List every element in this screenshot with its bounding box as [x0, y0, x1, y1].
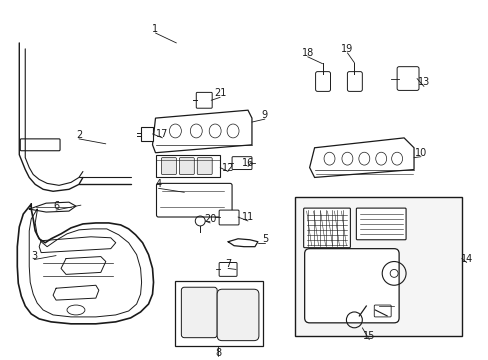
FancyBboxPatch shape: [356, 208, 405, 240]
FancyBboxPatch shape: [219, 210, 239, 225]
Text: 20: 20: [203, 214, 216, 224]
FancyBboxPatch shape: [217, 289, 258, 341]
FancyBboxPatch shape: [315, 72, 330, 91]
FancyBboxPatch shape: [232, 157, 251, 170]
FancyBboxPatch shape: [373, 305, 390, 317]
FancyBboxPatch shape: [346, 72, 362, 91]
Bar: [175, 281, 263, 346]
FancyBboxPatch shape: [156, 183, 232, 217]
Text: 1: 1: [152, 24, 158, 34]
Text: 6: 6: [53, 201, 59, 211]
Text: 17: 17: [156, 129, 168, 139]
Text: 19: 19: [341, 44, 353, 54]
Text: 12: 12: [222, 163, 234, 172]
FancyBboxPatch shape: [396, 67, 418, 90]
Text: 7: 7: [224, 260, 231, 270]
FancyBboxPatch shape: [197, 158, 212, 175]
Text: 15: 15: [363, 331, 375, 341]
Text: 14: 14: [460, 253, 472, 264]
Text: 5: 5: [261, 234, 267, 244]
Text: 4: 4: [155, 179, 161, 189]
Bar: [294, 197, 461, 336]
Text: 3: 3: [31, 251, 37, 261]
FancyBboxPatch shape: [181, 287, 217, 338]
Text: 2: 2: [76, 130, 82, 140]
Text: 18: 18: [301, 48, 313, 58]
FancyBboxPatch shape: [219, 262, 237, 276]
Text: 16: 16: [242, 158, 254, 168]
Text: 8: 8: [215, 347, 221, 357]
FancyBboxPatch shape: [141, 127, 152, 141]
FancyBboxPatch shape: [20, 139, 60, 151]
Text: 11: 11: [242, 212, 254, 222]
FancyBboxPatch shape: [304, 249, 398, 323]
FancyBboxPatch shape: [196, 93, 212, 108]
Text: 9: 9: [261, 110, 267, 120]
FancyBboxPatch shape: [179, 158, 194, 175]
Text: 21: 21: [214, 88, 226, 98]
Text: 10: 10: [414, 148, 426, 158]
Text: 13: 13: [417, 77, 429, 87]
FancyBboxPatch shape: [161, 158, 176, 175]
FancyBboxPatch shape: [303, 208, 350, 248]
FancyBboxPatch shape: [155, 155, 220, 177]
